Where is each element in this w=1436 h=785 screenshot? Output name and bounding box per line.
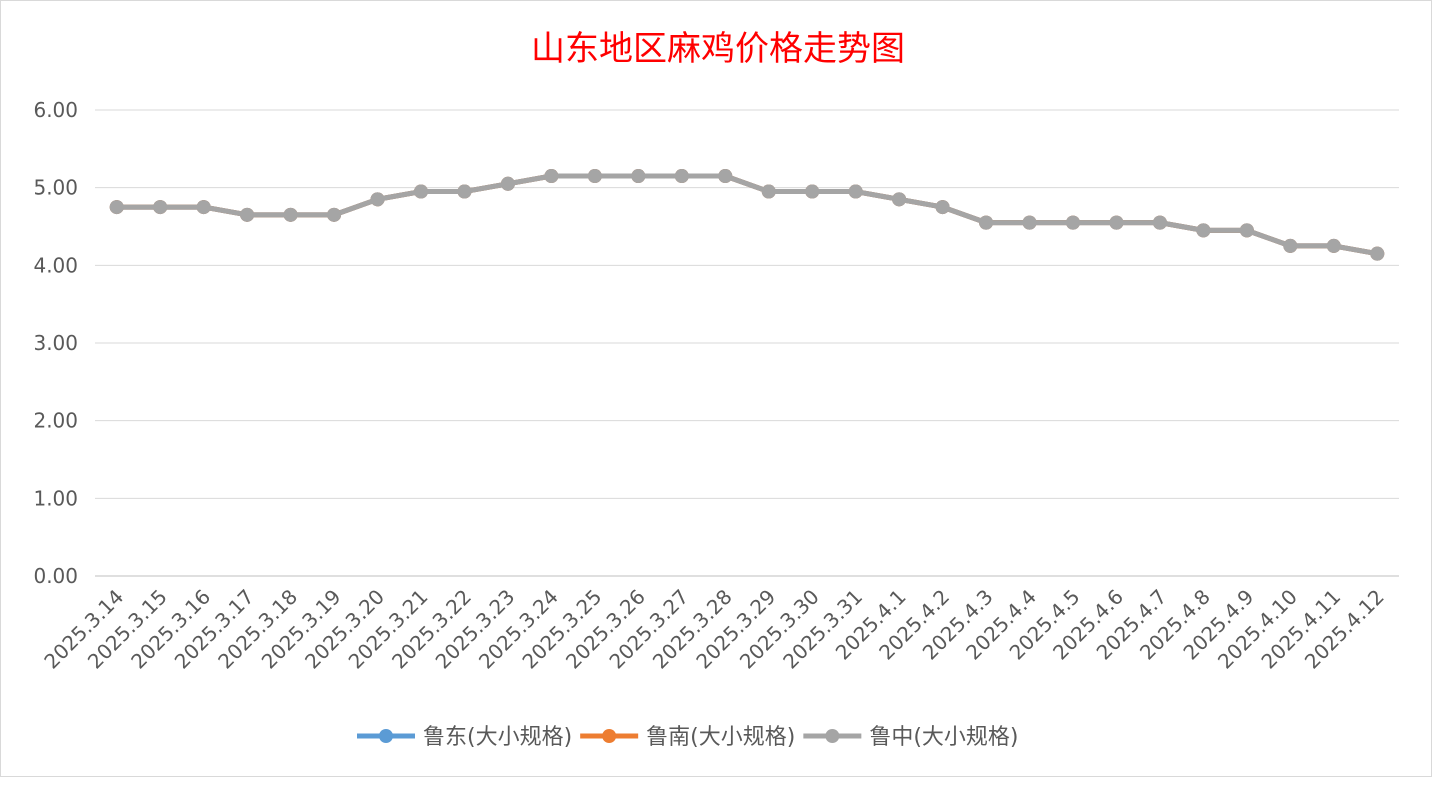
legend-label: 鲁中(大小规格)	[869, 725, 1018, 750]
series-marker	[1196, 223, 1211, 238]
series-marker	[370, 192, 385, 207]
legend-label: 鲁南(大小规格)	[646, 725, 795, 750]
series-marker	[1066, 215, 1080, 230]
series-marker	[1326, 238, 1341, 253]
y-tick-label: 6.00	[33, 98, 78, 122]
chart-title: 山东地区麻鸡价格走势图	[531, 29, 905, 69]
series-marker	[414, 184, 428, 199]
y-tick-label: 1.00	[33, 486, 78, 510]
series-marker	[674, 169, 689, 184]
series-marker	[587, 169, 602, 184]
series-marker	[544, 169, 559, 184]
series-marker	[892, 192, 907, 207]
series-marker	[1239, 223, 1254, 238]
y-tick-label: 0.00	[33, 564, 78, 588]
legend-marker	[379, 729, 393, 743]
series-marker	[500, 176, 515, 191]
y-tick-label: 3.00	[33, 331, 78, 355]
series-marker	[153, 200, 168, 215]
legend-label: 鲁东(大小规格)	[423, 725, 572, 750]
series-marker	[283, 207, 298, 222]
series-marker	[327, 207, 342, 222]
series-marker	[457, 184, 472, 199]
series-marker	[935, 200, 950, 215]
series-marker	[979, 215, 994, 230]
series-marker	[718, 169, 733, 184]
series-marker	[761, 184, 776, 199]
y-tick-label: 4.00	[33, 253, 78, 277]
series-marker	[805, 184, 820, 199]
series-marker	[1022, 215, 1037, 230]
series-marker	[1109, 215, 1124, 230]
legend-marker	[825, 729, 840, 743]
series-marker	[196, 200, 211, 215]
series-line	[116, 173, 1378, 257]
series-marker	[240, 207, 255, 222]
series-marker	[1283, 238, 1298, 253]
series-marker	[631, 169, 646, 184]
series-marker	[1152, 215, 1167, 230]
legend-marker	[602, 729, 617, 743]
y-tick-label: 5.00	[33, 176, 78, 200]
y-tick-label: 2.00	[33, 409, 78, 433]
series-marker	[848, 184, 863, 199]
series-marker	[1370, 246, 1385, 261]
series-marker	[109, 200, 124, 215]
